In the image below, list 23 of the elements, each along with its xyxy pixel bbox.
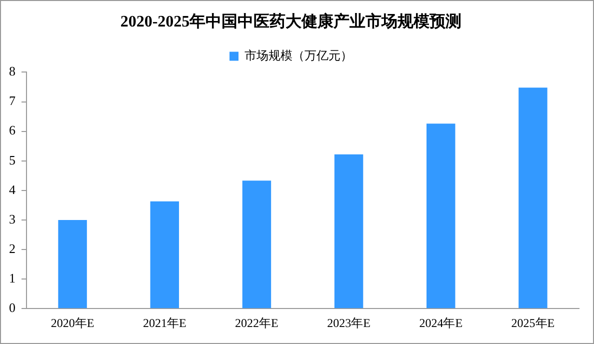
x-tick-label: 2023年E: [327, 316, 370, 330]
y-tick-label: 2: [9, 240, 16, 256]
bar: [242, 180, 272, 308]
y-tick-label: 5: [9, 152, 16, 168]
bar: [150, 201, 179, 308]
y-tick-label: 4: [9, 182, 16, 197]
x-tick-label: 2021年E: [142, 316, 186, 330]
y-tick-label: 0: [9, 300, 16, 316]
bar: [518, 88, 548, 308]
bar: [58, 220, 87, 308]
y-tick-label: 6: [9, 122, 16, 138]
x-tick-label: 2022年E: [235, 316, 278, 330]
legend-label: 市场规模（万亿元）: [244, 48, 352, 62]
bar: [334, 154, 364, 308]
x-tick-label: 2025年E: [511, 316, 555, 330]
bar: [426, 124, 456, 308]
chart-title: 2020-2025年中国中医药大健康产业市场规模预测: [120, 12, 462, 31]
y-tick-label: 1: [9, 270, 16, 286]
y-tick-label: 8: [9, 64, 16, 79]
y-tick-label: 3: [9, 211, 16, 226]
y-tick-label: 7: [9, 93, 16, 108]
x-tick-label: 2020年E: [50, 316, 94, 330]
x-tick-label: 2024年E: [419, 316, 463, 330]
